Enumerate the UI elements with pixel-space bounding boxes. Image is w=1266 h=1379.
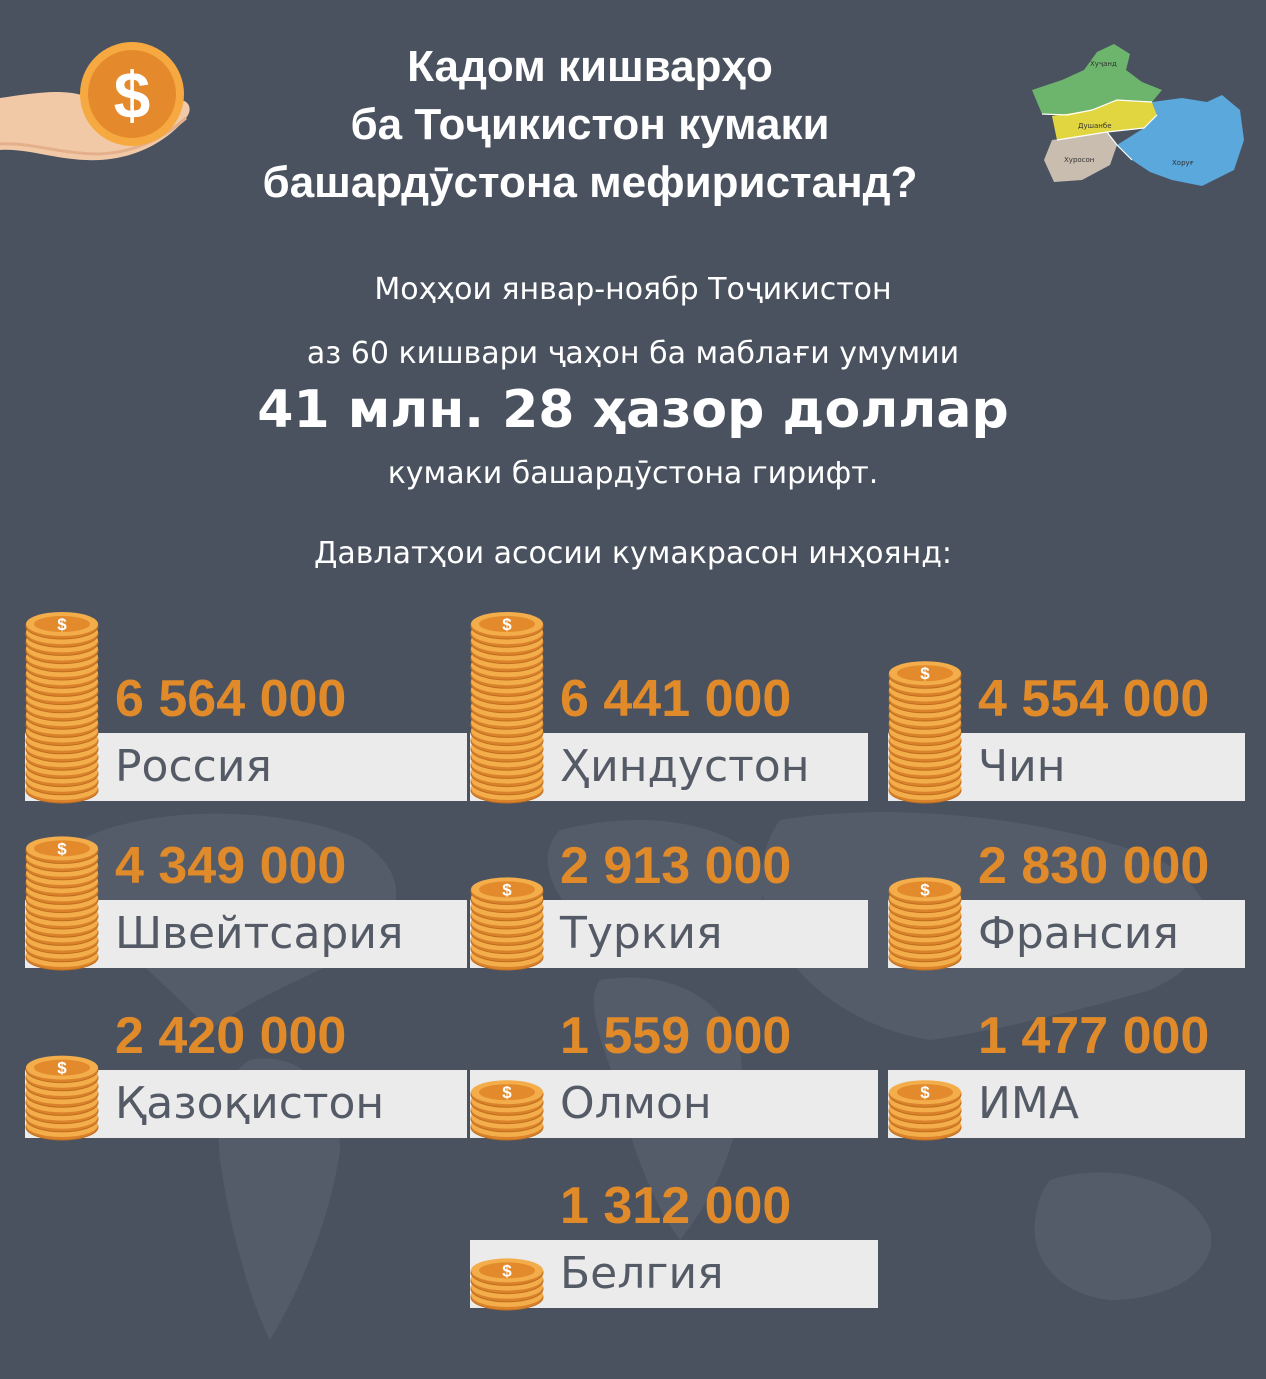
- donor-country: Чин: [978, 741, 1066, 792]
- donor-card: $4 349 000 Швейтсария: [25, 836, 467, 971]
- donor-card: $2 420 000 Қазоқистон: [25, 1010, 467, 1141]
- donor-card: $6 441 000 Ҳиндустон: [470, 612, 868, 804]
- donor-card: $1 559 000 Олмон: [470, 1010, 878, 1141]
- title-line-3: башардӯстона мефиристанд?: [262, 158, 918, 207]
- donor-band: [25, 1070, 467, 1138]
- donor-card: $2 913 000 Туркия: [470, 840, 868, 971]
- coin-stack-icon: $: [888, 1080, 962, 1141]
- coin-stack-icon: $: [470, 1258, 544, 1311]
- donor-country: Белгия: [560, 1248, 724, 1299]
- tajikistan-regions-map-icon: Хуҷанд Душанбе Хуросон Хоруғ: [1032, 44, 1244, 186]
- hand-holding-coin-icon: $: [0, 42, 190, 161]
- donor-card: $1 312 000 Белгия: [470, 1180, 878, 1311]
- intro-line-1: Моҳҳои январ-ноябр Тоҷикистон: [374, 272, 892, 307]
- coin-stack-icon: $: [888, 661, 962, 804]
- donor-country: Туркия: [560, 908, 723, 959]
- svg-text:$: $: [114, 58, 151, 132]
- donor-amount: 6 564 000: [115, 670, 347, 728]
- coin-stack-icon: $: [470, 1080, 544, 1141]
- svg-text:$: $: [502, 880, 512, 899]
- donor-amount: 1 312 000: [560, 1177, 792, 1235]
- donor-card: $6 564 000 Россия: [25, 612, 467, 804]
- donor-amount: 4 554 000: [978, 670, 1210, 728]
- intro-line-4: Давлатҳои асосии кумакрасон инҳоянд:: [313, 536, 953, 571]
- svg-text:$: $: [502, 1261, 512, 1280]
- intro-line-2: аз 60 кишвари ҷаҳон ба маблағи умумии: [306, 336, 960, 371]
- title-line-2: ба Тоҷикистон кумаки: [350, 100, 830, 149]
- map-label-khorog: Хоруғ: [1172, 159, 1194, 167]
- svg-text:$: $: [57, 615, 67, 634]
- donor-country: Швейтсария: [115, 908, 404, 959]
- page-title: Кадом кишварҳо ба Тоҷикистон кумаки баша…: [190, 38, 990, 212]
- donor-amount: 2 830 000: [978, 837, 1210, 895]
- donor-amount: 2 913 000: [560, 837, 792, 895]
- donor-card: $1 477 000 ИМА: [888, 1010, 1245, 1141]
- donor-country: Россия: [115, 741, 272, 792]
- svg-text:$: $: [502, 615, 512, 634]
- donor-band: [25, 900, 467, 968]
- coin-stack-icon: $: [25, 1055, 99, 1141]
- coin-stack-icon: $: [470, 877, 544, 971]
- coin-stack-icon: $: [888, 877, 962, 971]
- svg-text:$: $: [920, 880, 930, 899]
- title-line-1: Кадом кишварҳо: [407, 42, 773, 91]
- coin-stack-icon: $: [25, 612, 99, 804]
- donor-amount: 1 559 000: [560, 1007, 792, 1065]
- coin-stack-icon: $: [470, 612, 544, 804]
- donor-amount: 1 477 000: [978, 1007, 1210, 1065]
- svg-text:$: $: [920, 1083, 930, 1102]
- svg-text:$: $: [57, 839, 67, 858]
- donor-amount: 4 349 000: [115, 837, 347, 895]
- donor-amount: 2 420 000: [115, 1007, 347, 1065]
- svg-text:$: $: [920, 664, 930, 683]
- donor-country: Олмон: [560, 1078, 712, 1129]
- map-label-khujand: Хуҷанд: [1090, 60, 1117, 68]
- donor-band: [25, 733, 467, 801]
- intro-line-3: кумаки башардӯстона гирифт.: [387, 456, 879, 491]
- donor-country: Қазоқистон: [115, 1078, 385, 1129]
- donor-country: Франсия: [978, 908, 1179, 959]
- svg-text:$: $: [502, 1083, 512, 1102]
- donor-card: $4 554 000 Чин: [888, 661, 1245, 804]
- total-amount: 41 млн. 28 ҳазор доллар: [257, 380, 1009, 440]
- coin-stack-icon: $: [25, 836, 99, 971]
- svg-text:$: $: [57, 1059, 67, 1078]
- donor-amount: 6 441 000: [560, 670, 792, 728]
- map-label-khuroson: Хуросон: [1064, 156, 1094, 164]
- donor-country: Ҳиндустон: [560, 741, 810, 792]
- donor-country: ИМА: [978, 1078, 1079, 1129]
- donor-card: $2 830 000 Франсия: [888, 840, 1245, 971]
- map-label-dushanbe: Душанбе: [1078, 122, 1112, 130]
